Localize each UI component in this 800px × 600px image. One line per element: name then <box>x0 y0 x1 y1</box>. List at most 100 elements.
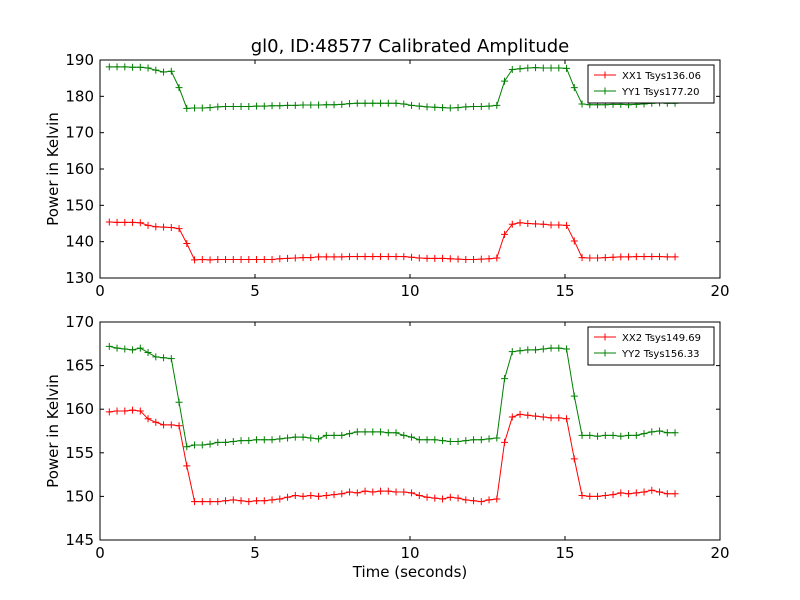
data-point <box>532 412 540 420</box>
data-point <box>121 218 129 226</box>
data-point <box>493 101 501 109</box>
data-point <box>586 492 594 500</box>
data-point <box>656 427 664 435</box>
legend-entry-0: XX2 Tsys149.69 <box>622 333 701 344</box>
data-point <box>152 353 160 361</box>
top-axes: Power in Kelvin 0 5 10 15 20 130 140 150 160 170 18… <box>44 51 730 300</box>
data-point <box>330 431 338 439</box>
legend-entry-1: YY1 Tsys177.20 <box>621 87 700 98</box>
data-point <box>268 102 276 110</box>
data-point <box>253 102 261 110</box>
data-point <box>594 254 602 262</box>
data-point <box>539 64 547 72</box>
data-point <box>663 253 671 261</box>
data-point <box>563 64 571 72</box>
data-point <box>113 344 121 352</box>
data-point <box>260 436 268 444</box>
data-point <box>245 103 253 111</box>
data-point <box>462 255 470 263</box>
data-point <box>617 432 625 440</box>
data-point <box>547 64 555 72</box>
legend: XX1 Tsys136.06 YY1 Tsys177.20 <box>587 64 715 104</box>
data-point <box>408 253 416 261</box>
data-point <box>640 253 648 261</box>
legend-marker-0 <box>601 71 609 79</box>
data-point <box>206 104 214 112</box>
data-point <box>594 432 602 440</box>
data-point <box>377 428 385 436</box>
y-tick-label: 170 <box>65 124 94 142</box>
data-point <box>260 497 268 505</box>
data-point <box>129 63 137 71</box>
data-point <box>431 254 439 262</box>
y-axis-label: Power in Kelvin <box>44 112 62 226</box>
data-point <box>384 99 392 107</box>
data-point <box>237 255 245 263</box>
legend-marker-1 <box>601 87 609 95</box>
data-point <box>563 221 571 229</box>
data-point <box>578 100 586 108</box>
data-point <box>237 497 245 505</box>
data-point <box>392 253 400 261</box>
data-point <box>454 104 462 112</box>
data-point <box>315 253 323 261</box>
data-point <box>578 254 586 262</box>
x-tick-label: 5 <box>250 544 260 562</box>
data-point <box>330 253 338 261</box>
data-point <box>470 103 478 111</box>
data-point <box>400 431 408 439</box>
data-point <box>369 488 377 496</box>
data-point <box>532 346 540 354</box>
data-point <box>183 104 191 112</box>
data-point <box>198 498 206 506</box>
data-point <box>555 414 563 422</box>
data-point <box>656 253 664 261</box>
data-point <box>439 104 447 112</box>
data-point <box>555 344 563 352</box>
legend: XX2 Tsys149.69 YY2 Tsys156.33 <box>587 326 715 366</box>
data-point <box>446 437 454 445</box>
x-tick-label: 15 <box>555 544 574 562</box>
data-point <box>423 103 431 111</box>
data-point <box>609 253 617 261</box>
data-point <box>539 220 547 228</box>
data-point <box>198 255 206 263</box>
data-point <box>431 436 439 444</box>
y-tick-label: 170 <box>65 313 94 331</box>
data-point <box>129 346 137 354</box>
data-point <box>439 254 447 262</box>
data-point <box>539 413 547 421</box>
data-point <box>423 436 431 444</box>
data-point <box>144 349 152 357</box>
data-point <box>563 345 571 353</box>
data-point <box>284 101 292 109</box>
data-point <box>113 218 121 226</box>
data-point <box>276 255 284 263</box>
data-point <box>245 255 253 263</box>
data-point <box>353 428 361 436</box>
y-tick-label: 145 <box>65 531 94 549</box>
data-point <box>330 491 338 499</box>
data-point <box>384 429 392 437</box>
data-point <box>160 68 168 76</box>
data-point <box>501 77 509 85</box>
bottom-axes: Power in Kelvin 0 5 10 15 20 145 150 155 160 165 17… <box>44 313 730 562</box>
data-point <box>392 429 400 437</box>
data-point <box>625 490 633 498</box>
data-point <box>377 99 385 107</box>
data-point <box>671 490 679 498</box>
data-point <box>222 255 230 263</box>
data-point <box>315 435 323 443</box>
data-point <box>470 436 478 444</box>
chart-title: gl0, ID:48577 Calibrated Amplitude <box>251 36 570 57</box>
data-point <box>609 431 617 439</box>
data-point <box>191 498 199 506</box>
series-markers-0 <box>105 218 679 264</box>
data-point <box>353 99 361 107</box>
data-point <box>284 254 292 262</box>
data-point <box>408 101 416 109</box>
data-point <box>144 221 152 229</box>
data-point <box>648 253 656 261</box>
data-point <box>136 344 144 352</box>
